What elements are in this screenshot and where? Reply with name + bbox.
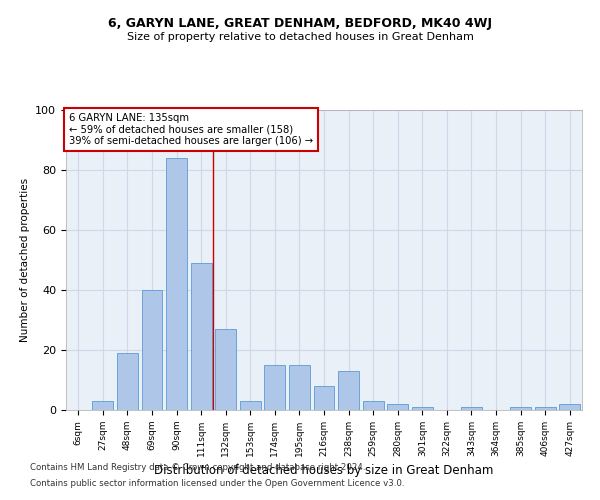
Bar: [535, 407, 556, 410]
Text: Contains public sector information licensed under the Open Government Licence v3: Contains public sector information licen…: [30, 478, 404, 488]
Bar: [240, 401, 261, 410]
Bar: [362, 401, 383, 410]
Bar: [191, 263, 212, 410]
Text: Size of property relative to detached houses in Great Denham: Size of property relative to detached ho…: [127, 32, 473, 42]
Bar: [215, 329, 236, 410]
Bar: [461, 407, 482, 410]
Bar: [265, 365, 286, 410]
Bar: [314, 386, 334, 410]
Y-axis label: Number of detached properties: Number of detached properties: [20, 178, 30, 342]
Bar: [117, 353, 138, 410]
Bar: [338, 371, 359, 410]
Text: 6, GARYN LANE, GREAT DENHAM, BEDFORD, MK40 4WJ: 6, GARYN LANE, GREAT DENHAM, BEDFORD, MK…: [108, 18, 492, 30]
Bar: [166, 158, 187, 410]
Bar: [412, 407, 433, 410]
Text: Contains HM Land Registry data © Crown copyright and database right 2024.: Contains HM Land Registry data © Crown c…: [30, 464, 365, 472]
Bar: [510, 407, 531, 410]
X-axis label: Distribution of detached houses by size in Great Denham: Distribution of detached houses by size …: [154, 464, 494, 477]
Bar: [289, 365, 310, 410]
Bar: [142, 290, 163, 410]
Bar: [559, 404, 580, 410]
Bar: [387, 404, 408, 410]
Text: 6 GARYN LANE: 135sqm
← 59% of detached houses are smaller (158)
39% of semi-deta: 6 GARYN LANE: 135sqm ← 59% of detached h…: [68, 113, 313, 146]
Bar: [92, 401, 113, 410]
